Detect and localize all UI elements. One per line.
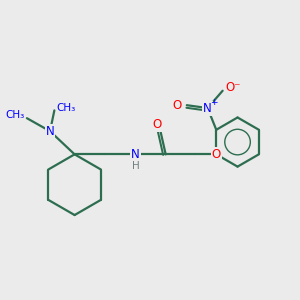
Text: O: O (172, 99, 182, 112)
Text: N: N (131, 148, 140, 161)
Text: N: N (46, 125, 54, 138)
Text: +: + (210, 98, 217, 107)
Text: O: O (152, 118, 162, 131)
Text: CH₃: CH₃ (5, 110, 25, 120)
Text: N: N (203, 102, 212, 115)
Text: H: H (132, 161, 140, 171)
Text: O⁻: O⁻ (225, 81, 240, 94)
Text: O: O (212, 148, 221, 161)
Text: CH₃: CH₃ (57, 103, 76, 112)
